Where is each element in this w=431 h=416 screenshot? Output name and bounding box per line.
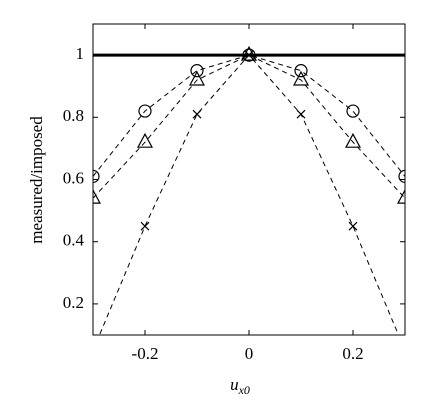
series-line — [98, 54, 400, 335]
y-tick-label: 0.6 — [63, 168, 84, 187]
x-tick-label: 0.2 — [342, 344, 363, 363]
y-tick-label: 0.8 — [63, 106, 84, 125]
x-axis-label: ux0 — [230, 375, 250, 397]
x-tick-label: -0.2 — [132, 344, 159, 363]
marker — [346, 104, 360, 118]
x-label-base: u — [230, 375, 239, 394]
plot-frame — [92, 23, 406, 336]
marker — [244, 50, 254, 60]
x-label-sub: x0 — [238, 383, 250, 397]
plot-area — [89, 45, 409, 355]
marker — [93, 188, 102, 204]
x-tick-label: 0 — [245, 344, 254, 363]
marker — [138, 104, 152, 118]
series-line — [93, 54, 405, 199]
marker — [344, 132, 362, 148]
marker — [140, 221, 150, 231]
marker — [192, 109, 202, 119]
marker — [93, 169, 100, 183]
marker — [242, 48, 256, 62]
marker — [89, 347, 97, 355]
marker — [292, 70, 310, 86]
marker — [398, 169, 405, 183]
y-tick-label: 0.2 — [63, 293, 84, 312]
y-tick-label: 0.4 — [63, 231, 85, 250]
marker — [296, 109, 306, 119]
marker — [188, 70, 206, 86]
marker — [240, 45, 258, 61]
marker — [396, 188, 405, 204]
y-tick-label: 1 — [76, 44, 85, 63]
series-line — [93, 54, 405, 177]
marker — [401, 347, 409, 355]
marker — [136, 132, 154, 148]
marker — [294, 64, 308, 78]
y-axis-label: measured/imposed — [27, 116, 46, 244]
marker — [190, 64, 204, 78]
marker — [348, 221, 358, 231]
